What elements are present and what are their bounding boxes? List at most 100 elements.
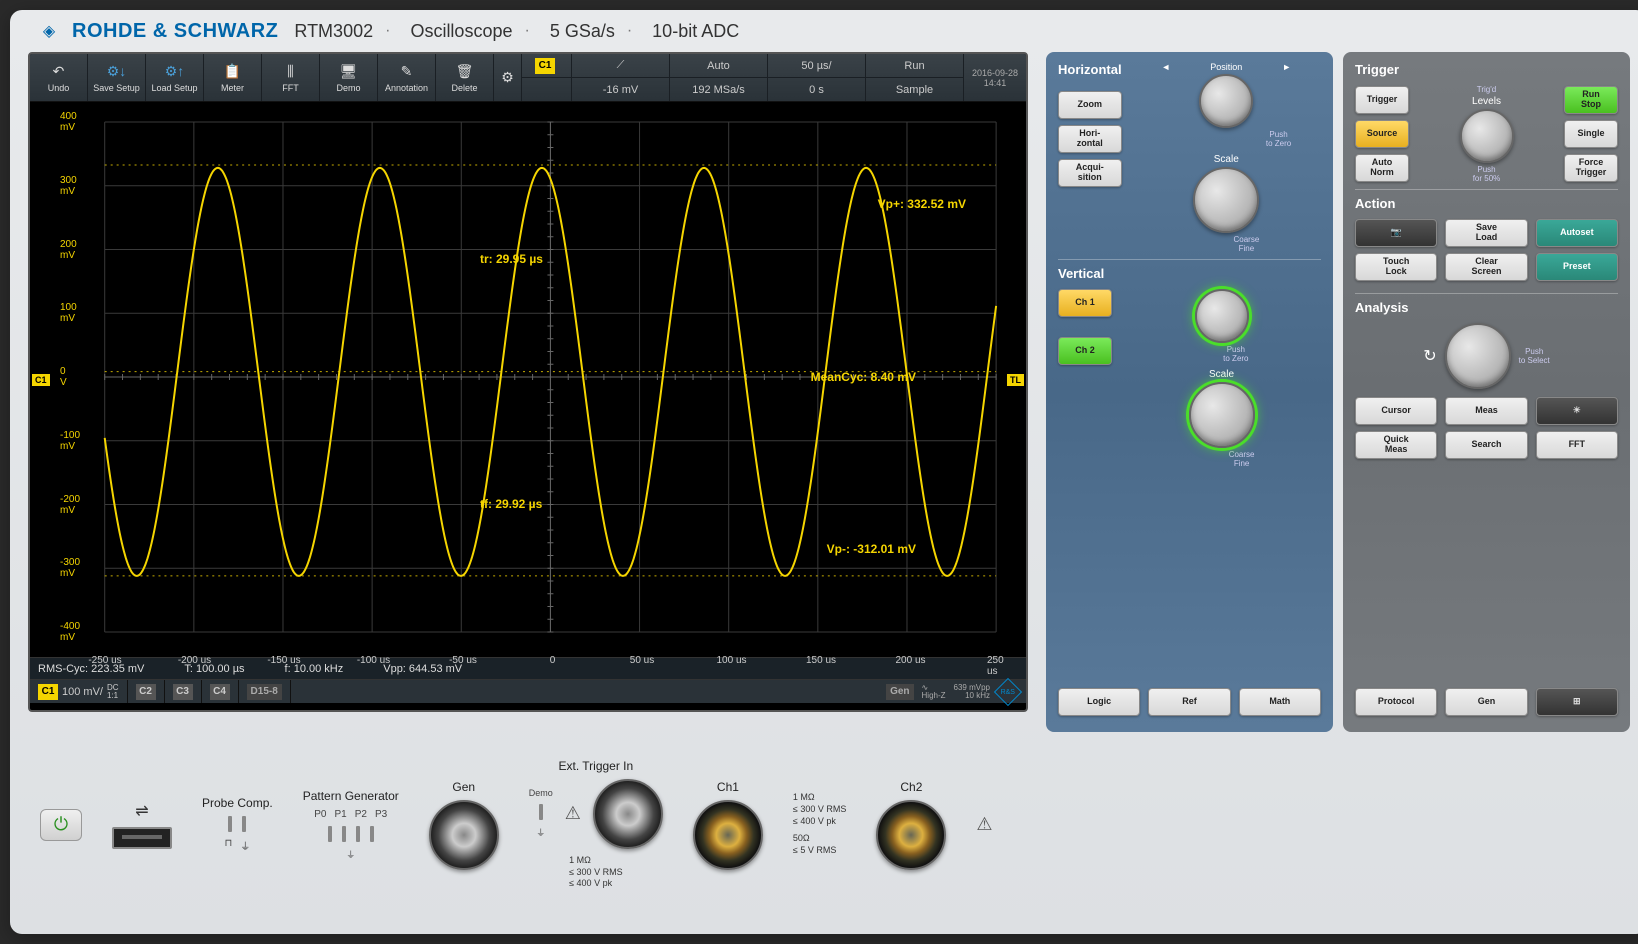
action-title: Action — [1355, 196, 1618, 211]
channel-3-box[interactable]: C3 — [165, 680, 202, 703]
power-button[interactable]: ⏻ — [40, 809, 82, 841]
save-setup-button[interactable]: ⚙↓Save Setup — [88, 54, 146, 101]
ch1-button[interactable]: Ch 1 — [1058, 289, 1112, 317]
delete-button[interactable]: 🗑Delete — [436, 54, 494, 101]
screenshot-button[interactable]: 📷 — [1355, 219, 1437, 247]
settings-button[interactable]: ⚙ — [494, 54, 522, 101]
cursor-button[interactable]: Cursor — [1355, 397, 1437, 425]
channel-4-box[interactable]: C4 — [202, 680, 239, 703]
gen-mode: ∿ High-Z — [922, 684, 946, 700]
horizontal-title: Horizontal — [1058, 62, 1122, 77]
acquisition-mode[interactable]: Sample — [866, 78, 963, 101]
gen-connector-label: Gen — [452, 780, 475, 794]
oscilloscope-screen: ↶Undo ⚙↓Save Setup ⚙↑Load Setup 📋Meter ⫼… — [28, 52, 1028, 712]
gen-badge[interactable]: Gen — [886, 684, 913, 700]
tr-label: tr: 29.95 µs — [480, 252, 543, 266]
auto-norm-button[interactable]: Auto Norm — [1355, 154, 1409, 182]
gen-values: 639 mVpp 10 kHz — [954, 684, 990, 700]
save-load-button[interactable]: Save Load — [1445, 219, 1527, 247]
fft-analysis-button[interactable]: FFT — [1536, 431, 1618, 459]
protocol-button[interactable]: Protocol — [1355, 688, 1437, 716]
tf-label: tf: 29.92 µs — [480, 497, 542, 511]
rs-logo-icon: R&S — [994, 677, 1022, 705]
timebase[interactable]: 50 µs/ — [768, 54, 865, 78]
meter-button[interactable]: 📋Meter — [204, 54, 262, 101]
device-header: ◈ ROHDE & SCHWARZ RTM3002 · Oscilloscope… — [10, 10, 1638, 52]
screen-toolbar: ↶Undo ⚙↓Save Setup ⚙↑Load Setup 📋Meter ⫼… — [30, 54, 1026, 102]
digital-channels-box[interactable]: D15-8 — [239, 680, 291, 703]
touch-lock-button[interactable]: Touch Lock — [1355, 253, 1437, 281]
channel-marker[interactable]: C1 — [32, 374, 50, 386]
analysis-knob[interactable] — [1445, 323, 1511, 389]
ext-trigger-bnc[interactable] — [593, 779, 663, 849]
force-trigger-button[interactable]: Force Trigger — [1564, 154, 1618, 182]
meas-button[interactable]: Meas — [1445, 397, 1527, 425]
waveform-plot[interactable]: C1 TL Vp+: 332.52 mV tr: 29.95 µs MeanCy… — [30, 102, 1026, 657]
ch2-bnc[interactable] — [876, 800, 946, 870]
logic-button[interactable]: Logic — [1058, 688, 1140, 716]
horizontal-button[interactable]: Hori- zontal — [1058, 125, 1122, 153]
horizontal-vertical-panel: Horizontal Zoom Hori- zontal Acqui- siti… — [1046, 52, 1333, 732]
usb-port[interactable] — [112, 827, 172, 849]
horizontal-scale-knob[interactable] — [1193, 167, 1259, 233]
sample-rate-display[interactable]: 192 MSa/s — [670, 78, 767, 101]
channel-bar: C1 100 mV/ DC 1:1 C2 C3 C4 D15-8 Gen ∿ H… — [30, 679, 1026, 703]
usb-icon: ⇌ — [135, 801, 148, 821]
single-button[interactable]: Single — [1564, 120, 1618, 148]
autoset-button[interactable]: Autoset — [1536, 219, 1618, 247]
clear-screen-button[interactable]: Clear Screen — [1445, 253, 1527, 281]
ch2-button[interactable]: Ch 2 — [1058, 337, 1112, 365]
trigger-level-knob[interactable] — [1460, 109, 1514, 163]
run-state[interactable]: Run — [866, 54, 963, 78]
vertical-position-knob[interactable] — [1195, 289, 1249, 343]
demo-button[interactable]: 🖥Demo — [320, 54, 378, 101]
model-number: RTM3002 — [294, 21, 373, 42]
acquisition-button[interactable]: Acqui- sition — [1058, 159, 1122, 187]
trigger-source-badge: C1 — [535, 58, 555, 74]
status-display: C1 ⟋ -16 mV Auto 192 MSa/s 50 µs/ 0 s — [522, 54, 1026, 101]
brightness-button[interactable]: ☀ — [1536, 397, 1618, 425]
pattern-gen-label: Pattern Generator — [303, 789, 399, 803]
ch1-connector-label: Ch1 — [717, 780, 739, 794]
probe-comp-label: Probe Comp. — [202, 796, 273, 810]
device-type: Oscilloscope — [410, 21, 512, 42]
warning-icon-2: ⚠ — [976, 814, 992, 835]
sample-rate: 5 GSa/s — [550, 21, 615, 42]
vp-plus-label: Vp+: 332.52 mV — [878, 197, 966, 211]
undo-button[interactable]: ↶Undo — [30, 54, 88, 101]
run-stop-button[interactable]: Run Stop — [1564, 86, 1618, 114]
brand-name: ROHDE & SCHWARZ — [72, 20, 278, 43]
gen-bnc[interactable] — [429, 800, 499, 870]
preset-button[interactable]: Preset — [1536, 253, 1618, 281]
math-button[interactable]: Math — [1239, 688, 1321, 716]
trigger-level[interactable]: -16 mV — [572, 78, 669, 101]
mean-label: MeanCyc: 8.40 mV — [811, 370, 916, 384]
ch1-bnc[interactable] — [693, 800, 763, 870]
trigger-mode[interactable]: Auto — [670, 54, 767, 78]
ref-button[interactable]: Ref — [1148, 688, 1230, 716]
source-button[interactable]: Source — [1355, 120, 1409, 148]
fft-button[interactable]: ⫼FFT — [262, 54, 320, 101]
channel-1-box[interactable]: C1 100 mV/ DC 1:1 — [30, 680, 128, 703]
apps-button[interactable]: ⊞ — [1536, 688, 1618, 716]
analysis-title: Analysis — [1355, 300, 1618, 315]
horizontal-position[interactable]: 0 s — [768, 78, 865, 101]
search-button[interactable]: Search — [1445, 431, 1527, 459]
ch2-connector-label: Ch2 — [900, 780, 922, 794]
annotation-button[interactable]: ✎Annotation — [378, 54, 436, 101]
trigger-level-marker[interactable]: TL — [1007, 374, 1024, 386]
timestamp: 2016-09-28 14:41 — [964, 54, 1026, 101]
load-setup-button[interactable]: ⚙↑Load Setup — [146, 54, 204, 101]
trigger-button[interactable]: Trigger — [1355, 86, 1409, 114]
gen-button[interactable]: Gen — [1445, 688, 1527, 716]
brand-logo-icon: ◈ — [34, 16, 64, 46]
zoom-button[interactable]: Zoom — [1058, 91, 1122, 119]
channel-2-box[interactable]: C2 — [128, 680, 165, 703]
trigger-slope[interactable]: ⟋ — [572, 54, 669, 78]
vertical-scale-knob[interactable] — [1189, 382, 1255, 448]
warning-icon: ⚠ — [565, 803, 581, 824]
front-panel-connectors: ⏻ ⇌ Probe Comp. ⊓⏚ Pattern Generator P0P… — [10, 732, 1638, 917]
horizontal-position-knob[interactable] — [1199, 74, 1253, 128]
trigger-action-analysis-panel: Trigger Trigger Source Auto Norm Trig'd … — [1343, 52, 1630, 732]
quick-meas-button[interactable]: Quick Meas — [1355, 431, 1437, 459]
